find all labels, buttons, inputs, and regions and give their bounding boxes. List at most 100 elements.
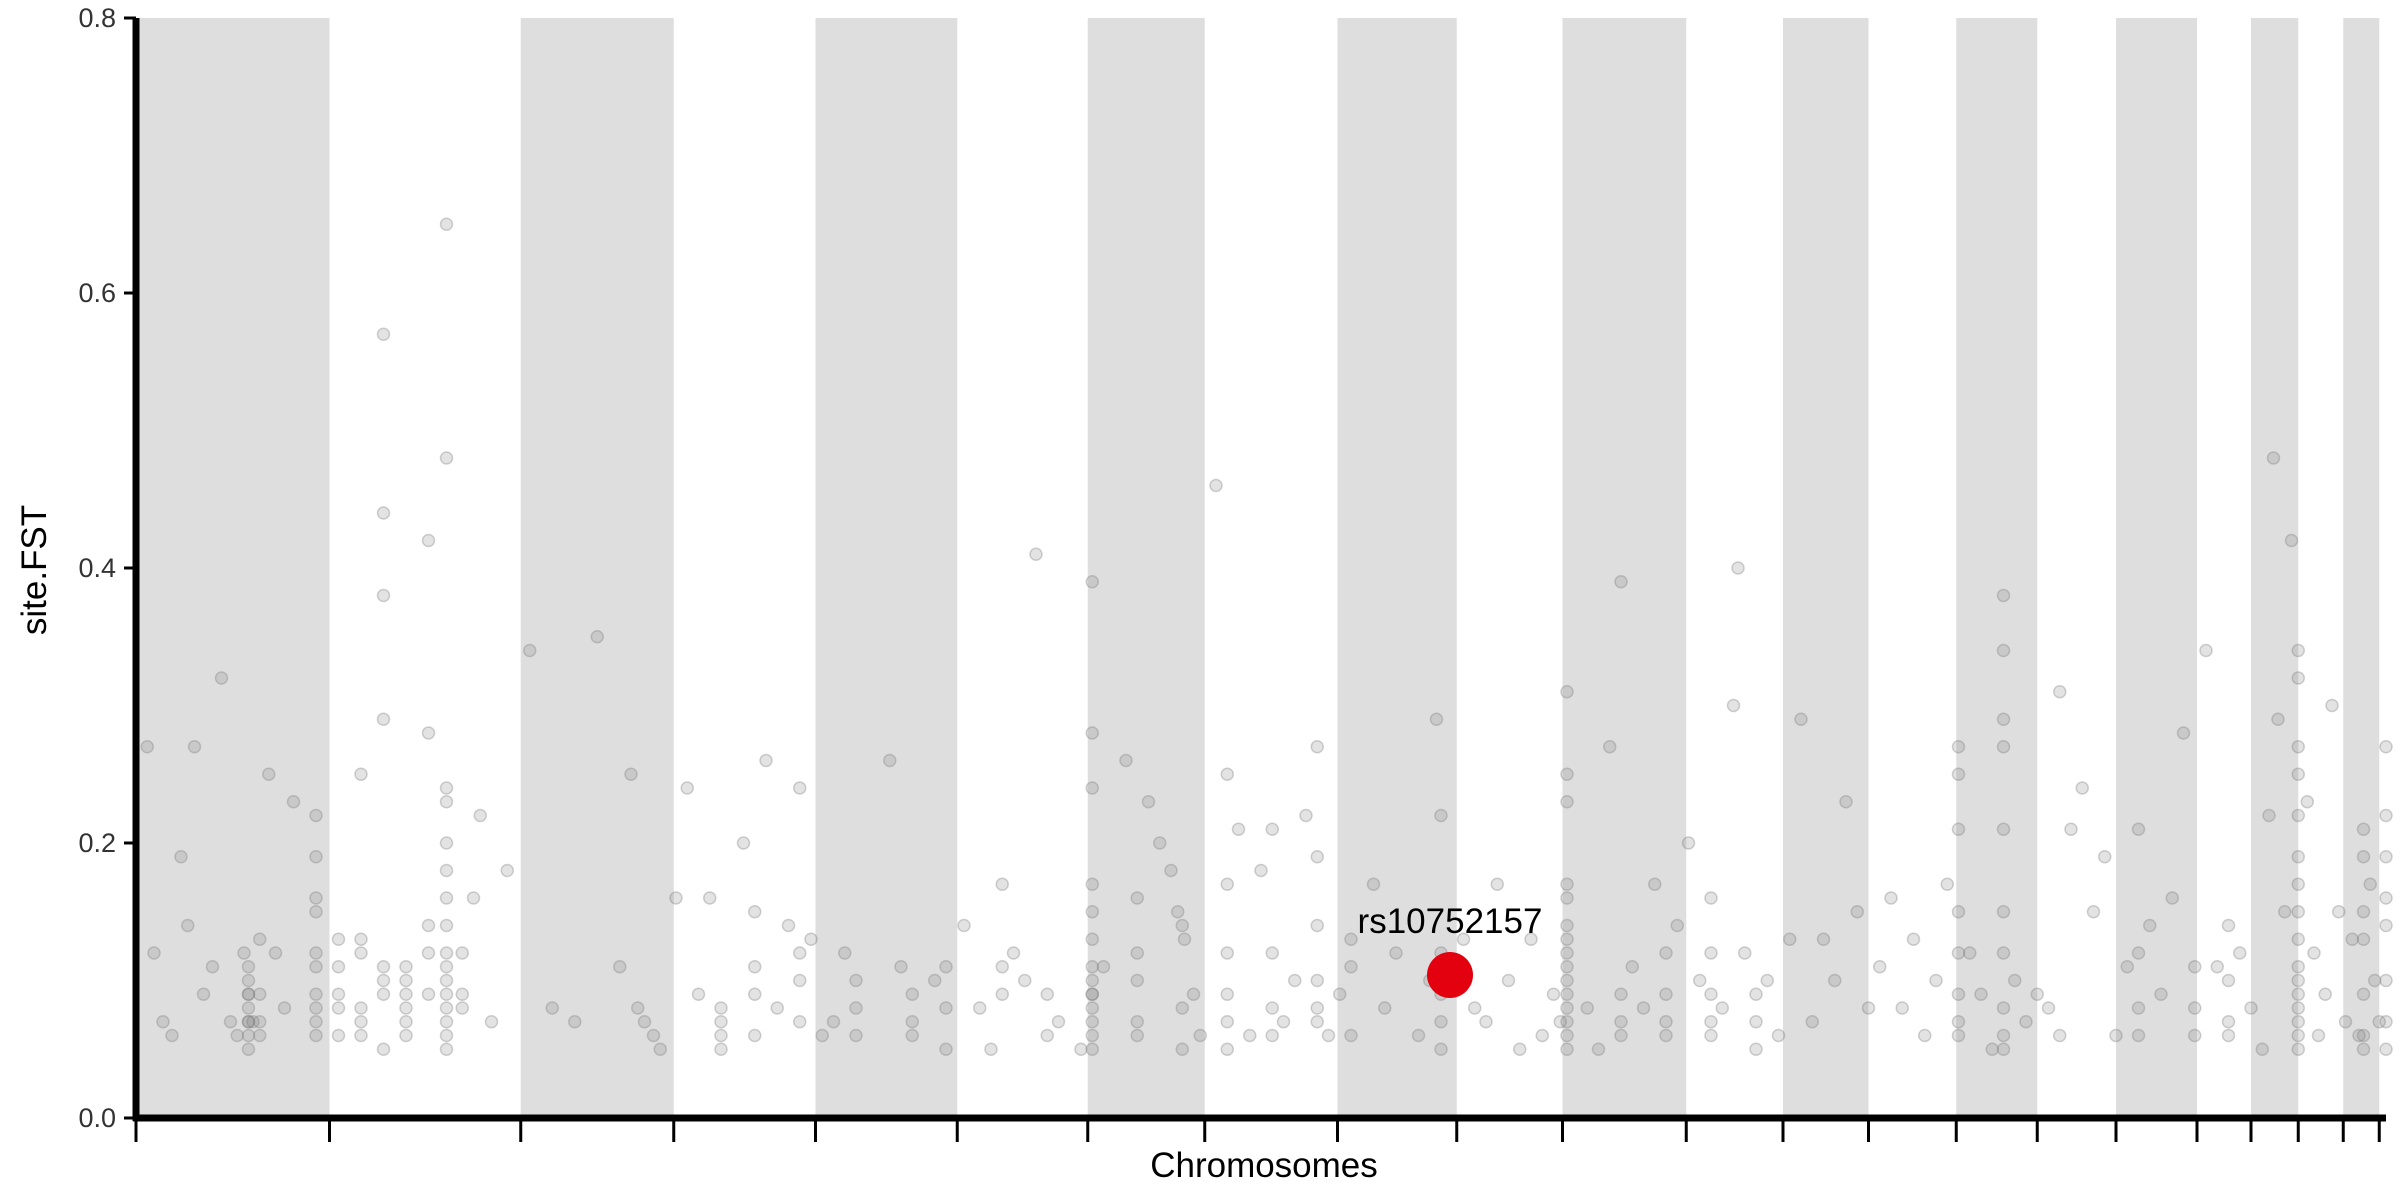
data-point bbox=[354, 1015, 368, 1029]
data-point bbox=[1029, 547, 1043, 561]
data-point bbox=[646, 1028, 661, 1043]
data-point bbox=[1546, 987, 1561, 1001]
data-point bbox=[2325, 698, 2339, 713]
data-point bbox=[2291, 850, 2305, 864]
data-point bbox=[1895, 1001, 1909, 1015]
data-point bbox=[1929, 973, 1943, 988]
data-point bbox=[1861, 1001, 1876, 1015]
data-point bbox=[1535, 1028, 1549, 1043]
y-tick-label: 0.6 bbox=[78, 278, 116, 308]
data-point bbox=[331, 960, 346, 974]
data-point bbox=[309, 1015, 323, 1029]
data-point bbox=[939, 1001, 953, 1015]
data-point bbox=[2368, 973, 2382, 988]
data-point bbox=[2307, 946, 2321, 960]
data-point bbox=[849, 1028, 863, 1043]
data-point bbox=[1996, 946, 2011, 960]
data-point bbox=[973, 1001, 987, 1015]
data-point bbox=[2008, 973, 2022, 988]
data-point bbox=[421, 726, 436, 740]
data-point bbox=[669, 891, 683, 905]
data-point bbox=[905, 1028, 919, 1043]
data-point bbox=[1524, 932, 1538, 946]
data-point bbox=[2363, 877, 2377, 891]
chromosome-band bbox=[815, 18, 958, 1118]
data-point bbox=[246, 1015, 260, 1029]
data-point bbox=[613, 960, 627, 974]
data-point bbox=[1265, 946, 1279, 960]
data-point bbox=[500, 863, 514, 878]
data-point bbox=[1468, 1001, 1482, 1015]
data-point bbox=[376, 1042, 391, 1056]
data-point bbox=[1479, 1015, 1493, 1029]
data-point bbox=[439, 217, 454, 231]
data-point bbox=[1265, 1001, 1279, 1015]
data-point bbox=[1456, 932, 1471, 946]
data-point bbox=[421, 918, 436, 933]
data-point bbox=[2291, 643, 2305, 658]
data-point bbox=[1164, 863, 1178, 878]
data-point bbox=[1344, 1028, 1358, 1043]
data-point bbox=[439, 918, 454, 933]
data-point bbox=[421, 946, 436, 960]
data-point bbox=[2379, 808, 2393, 823]
data-point bbox=[1614, 987, 1628, 1001]
data-point bbox=[1614, 1015, 1628, 1029]
data-point bbox=[376, 712, 391, 726]
data-point bbox=[1085, 877, 1099, 891]
data-point bbox=[2262, 808, 2276, 823]
data-point bbox=[2291, 671, 2305, 685]
data-point bbox=[703, 891, 717, 905]
data-point bbox=[2143, 918, 2157, 933]
data-point bbox=[473, 808, 487, 823]
data-point bbox=[883, 753, 897, 768]
data-point bbox=[939, 1042, 953, 1056]
data-point bbox=[455, 946, 469, 960]
data-point bbox=[354, 946, 368, 960]
data-point bbox=[1513, 1042, 1527, 1056]
data-point bbox=[399, 960, 413, 974]
data-point bbox=[590, 630, 604, 644]
data-point bbox=[237, 946, 251, 960]
data-point bbox=[793, 946, 807, 960]
data-point bbox=[309, 987, 323, 1001]
data-point bbox=[1816, 932, 1831, 946]
data-point bbox=[439, 960, 454, 974]
data-point bbox=[793, 781, 807, 795]
data-point bbox=[2221, 918, 2236, 933]
data-point bbox=[1681, 836, 1696, 850]
data-point bbox=[1299, 808, 1313, 823]
data-point bbox=[331, 1001, 346, 1015]
data-point bbox=[439, 781, 454, 795]
data-point bbox=[1591, 1042, 1606, 1056]
data-point bbox=[2332, 905, 2346, 919]
data-point bbox=[241, 1001, 256, 1015]
data-point bbox=[1659, 1028, 1673, 1043]
data-point bbox=[1704, 946, 1718, 960]
data-point bbox=[815, 1028, 829, 1043]
data-point bbox=[253, 987, 267, 1001]
data-point bbox=[653, 1042, 667, 1056]
data-point bbox=[781, 918, 796, 933]
data-point bbox=[2188, 960, 2202, 974]
data-point bbox=[1366, 877, 1381, 891]
data-point bbox=[1344, 960, 1358, 974]
data-point bbox=[523, 643, 537, 658]
data-point bbox=[2291, 1001, 2305, 1015]
data-point bbox=[1951, 946, 1966, 960]
data-point bbox=[1704, 1028, 1718, 1043]
highlighted-snp: rs10752157 bbox=[1358, 902, 1542, 998]
data-point bbox=[439, 863, 454, 878]
data-point bbox=[2188, 1028, 2202, 1043]
data-point bbox=[849, 1001, 863, 1015]
data-point bbox=[1996, 1028, 2011, 1043]
data-point bbox=[399, 1001, 413, 1015]
data-point bbox=[2291, 808, 2305, 823]
data-point bbox=[1310, 918, 1324, 933]
data-point bbox=[439, 987, 454, 1001]
data-point bbox=[1560, 1042, 1574, 1056]
data-point bbox=[439, 1015, 454, 1029]
data-point bbox=[2291, 1028, 2305, 1043]
data-point bbox=[2221, 1028, 2236, 1043]
data-point bbox=[399, 987, 413, 1001]
